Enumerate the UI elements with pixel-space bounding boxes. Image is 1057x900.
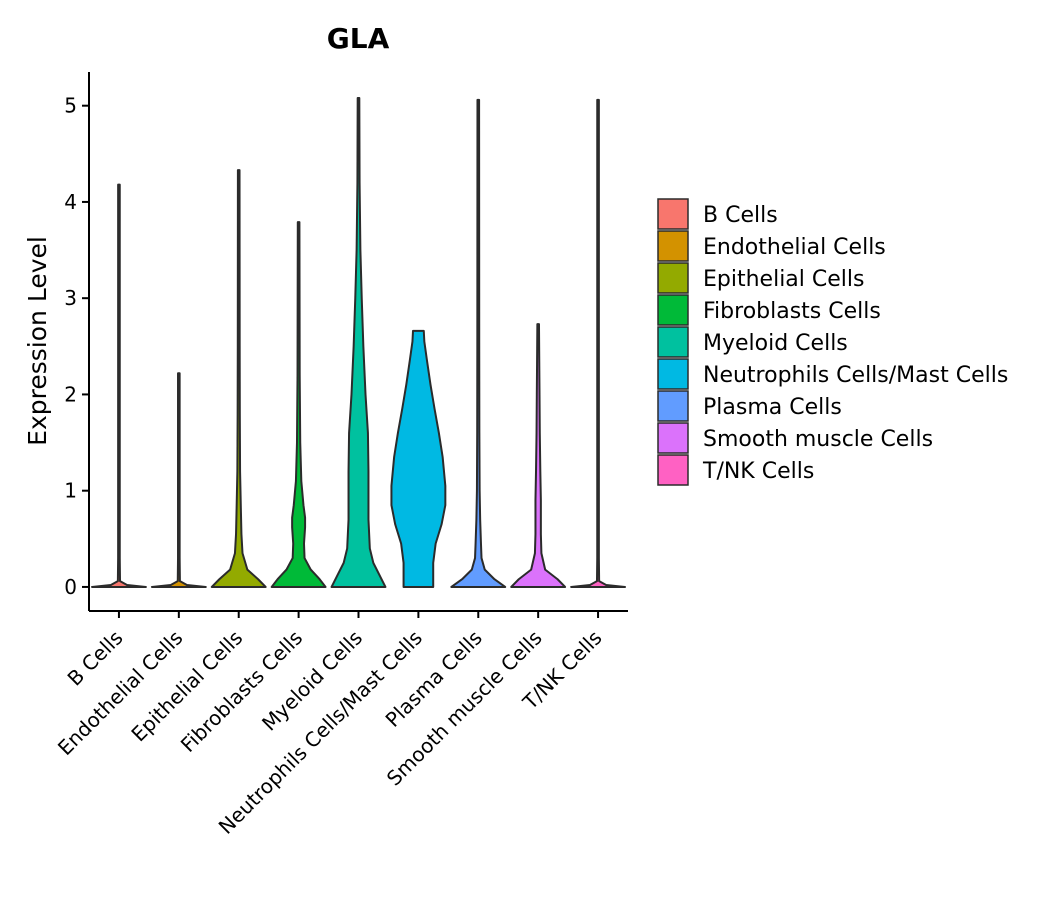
legend-label-endothelial-cells: Endothelial Cells — [703, 235, 886, 260]
legend-swatch-endothelial-cells — [657, 230, 689, 262]
legend-label-myeloid-cells: Myeloid Cells — [703, 331, 848, 356]
y-tick-label: 5 — [64, 94, 77, 118]
y-tick-label: 2 — [64, 382, 77, 406]
y-tick-label: 3 — [64, 286, 77, 310]
violin-neutrophils-cells-mast-cells — [390, 329, 447, 588]
violin-b-cells — [90, 183, 147, 588]
violin-t-nk-cells — [570, 98, 627, 588]
violin-smooth-muscle-cells — [510, 323, 567, 588]
y-tick-label: 4 — [64, 190, 77, 214]
legend-swatch-fibroblasts-cells — [657, 294, 689, 326]
violin-fibroblasts-cells — [270, 221, 327, 588]
violin-plasma-cells — [450, 98, 507, 588]
legend-swatch-epithelial-cells — [657, 262, 689, 294]
legend-label-smooth-muscle-cells: Smooth muscle Cells — [703, 427, 933, 452]
legend-swatch-myeloid-cells — [657, 326, 689, 358]
legend-label-epithelial-cells: Epithelial Cells — [703, 267, 864, 292]
y-axis-ticks: 0 1 2 3 4 5 — [64, 94, 89, 599]
violin-endothelial-cells — [150, 372, 207, 588]
y-axis-label: Expression Level — [23, 236, 52, 446]
y-tick-label: 1 — [64, 479, 77, 503]
legend-label-fibroblasts-cells: Fibroblasts Cells — [703, 299, 881, 324]
legend-swatch-t-nk-cells — [657, 454, 689, 486]
legend-swatch-plasma-cells — [657, 390, 689, 422]
violin-group — [90, 96, 627, 588]
legend-label-neutrophils-cells-mast-cells: Neutrophils Cells/Mast Cells — [703, 363, 1008, 388]
legend-label-plasma-cells: Plasma Cells — [703, 395, 842, 420]
legend-swatch-neutrophils-cells-mast-cells — [657, 358, 689, 390]
legend-swatch-smooth-muscle-cells — [657, 422, 689, 454]
y-tick-label: 0 — [64, 575, 77, 599]
legend-swatch-b-cells — [657, 198, 689, 230]
legend-label-b-cells: B Cells — [703, 203, 778, 228]
violin-myeloid-cells — [330, 96, 387, 588]
chart-title: GLA — [327, 22, 390, 55]
legend-label-t-nk-cells: T/NK Cells — [702, 459, 814, 484]
violin-epithelial-cells — [210, 169, 267, 588]
legend: B Cells Endothelial Cells Epithelial Cells… — [657, 198, 1008, 486]
